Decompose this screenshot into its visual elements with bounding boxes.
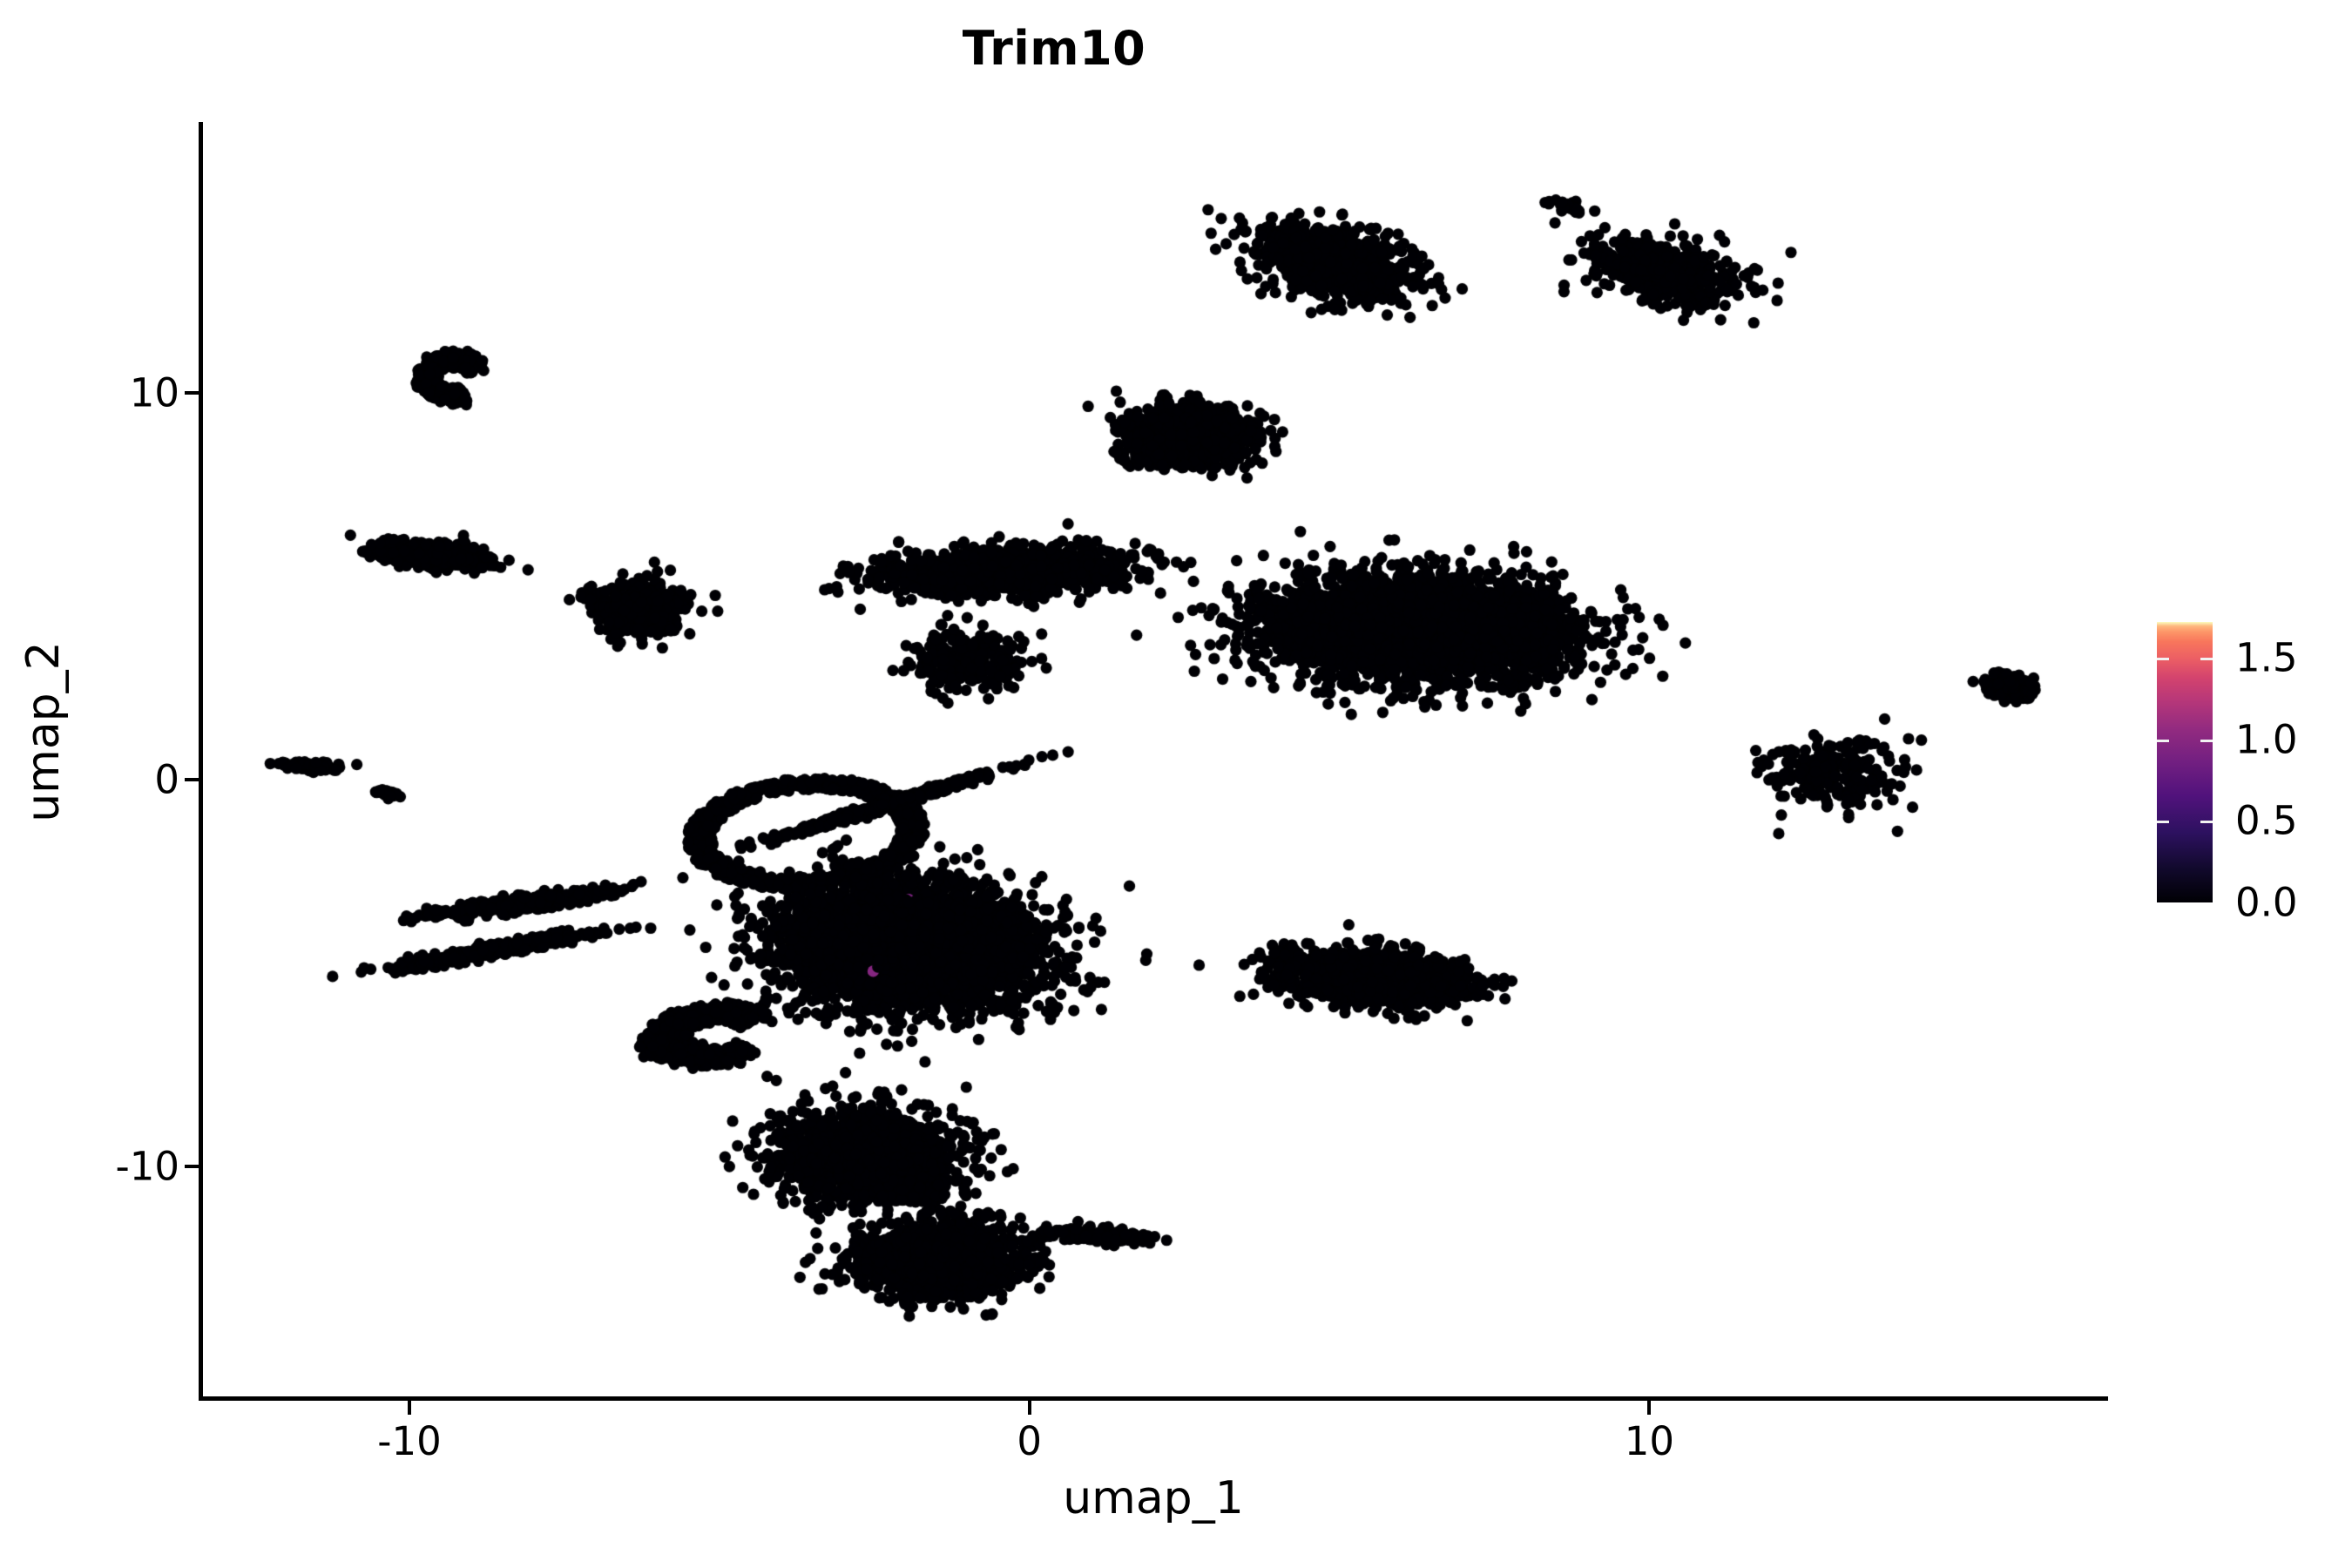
colorbar xyxy=(2157,622,2213,902)
y-tick-mark xyxy=(185,390,199,395)
colorbar-tick-label: 0.5 xyxy=(2235,797,2298,844)
x-tick-mark xyxy=(407,1401,411,1415)
x-tick-mark xyxy=(1647,1401,1652,1415)
x-tick-label: 0 xyxy=(1017,1418,1042,1464)
colorbar-tick-mark xyxy=(2200,658,2213,661)
colorbar-gradient xyxy=(2157,622,2213,902)
colorbar-tick-mark xyxy=(2157,821,2169,824)
colorbar-tick-mark xyxy=(2157,739,2169,742)
colorbar-tick-mark xyxy=(2200,739,2213,742)
page-title: Trim10 xyxy=(962,21,1146,76)
colorbar-tick-label: 1.5 xyxy=(2235,634,2298,681)
x-tick-mark xyxy=(1027,1401,1031,1415)
x-tick-label: -10 xyxy=(377,1418,442,1464)
y-tick-label: 10 xyxy=(129,369,179,416)
y-tick-label: -10 xyxy=(115,1143,180,1190)
x-tick-label: 10 xyxy=(1624,1418,1674,1464)
y-tick-label: 0 xyxy=(154,756,179,803)
y-axis-spine xyxy=(199,122,203,1401)
scatter-plot-canvas xyxy=(199,122,2108,1398)
x-axis-label: umap_1 xyxy=(1063,1472,1244,1524)
colorbar-tick-label: 0.0 xyxy=(2235,879,2298,926)
colorbar-tick-label: 1.0 xyxy=(2235,716,2298,763)
y-axis-label: umap_2 xyxy=(17,641,70,822)
x-axis-spine xyxy=(199,1396,2108,1401)
colorbar-tick-mark xyxy=(2200,821,2213,824)
y-tick-mark xyxy=(185,777,199,781)
y-tick-mark xyxy=(185,1164,199,1168)
colorbar-tick-mark xyxy=(2157,658,2169,661)
